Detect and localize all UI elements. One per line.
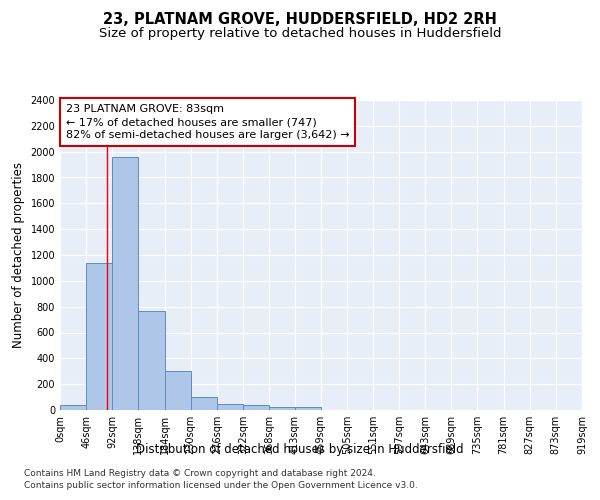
Bar xyxy=(60,405,86,410)
Bar xyxy=(243,405,269,410)
Bar xyxy=(295,408,321,410)
Bar xyxy=(139,310,164,410)
Bar xyxy=(86,262,112,410)
Bar xyxy=(164,371,191,410)
Bar xyxy=(112,157,139,410)
Bar xyxy=(191,397,217,410)
Text: Size of property relative to detached houses in Huddersfield: Size of property relative to detached ho… xyxy=(99,28,501,40)
Y-axis label: Number of detached properties: Number of detached properties xyxy=(12,162,25,348)
Text: Contains public sector information licensed under the Open Government Licence v3: Contains public sector information licen… xyxy=(24,481,418,490)
Text: Contains HM Land Registry data © Crown copyright and database right 2024.: Contains HM Land Registry data © Crown c… xyxy=(24,468,376,477)
Text: Distribution of detached houses by size in Huddersfield: Distribution of detached houses by size … xyxy=(136,442,464,456)
Bar xyxy=(217,404,243,410)
Bar xyxy=(269,407,295,410)
Text: 23, PLATNAM GROVE, HUDDERSFIELD, HD2 2RH: 23, PLATNAM GROVE, HUDDERSFIELD, HD2 2RH xyxy=(103,12,497,28)
Text: 23 PLATNAM GROVE: 83sqm
← 17% of detached houses are smaller (747)
82% of semi-d: 23 PLATNAM GROVE: 83sqm ← 17% of detache… xyxy=(65,104,349,141)
